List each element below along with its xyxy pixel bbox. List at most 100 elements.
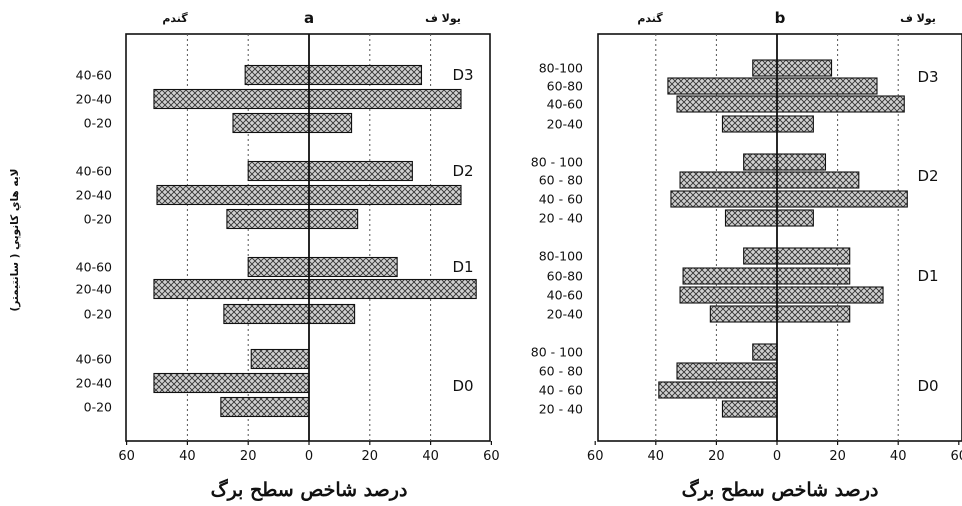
panel-b-left-label: گندم (637, 12, 663, 25)
x-tick-label: 40 (179, 449, 196, 464)
panel-a-left-label: گندم (162, 12, 188, 25)
x-tick-label: 0 (305, 449, 313, 464)
panel-b-plot: 80-100 60-80 40-60 20-40 D3 80 - 100 60 - 80 40… (531, 33, 962, 464)
bar-wheat (676, 95, 778, 113)
group-label: D0 (452, 377, 473, 395)
x-tick-label: 20 (362, 449, 379, 464)
panel-b-label: b (775, 9, 786, 27)
bar-oat (776, 153, 827, 171)
category-label: 80 - 100 (531, 155, 583, 170)
category-label: 40 - 60 (539, 192, 583, 207)
bar-wheat (658, 381, 778, 399)
category-label: 60-80 (547, 269, 583, 284)
category-label: 20-40 (76, 376, 112, 391)
category-label: 20-40 (547, 117, 583, 132)
bar-wheat (709, 305, 778, 323)
x-tick-label: 60 (951, 449, 962, 464)
group-label: D2 (452, 162, 473, 180)
category-label: 40-60 (76, 68, 112, 83)
category-label: 20-40 (76, 188, 112, 203)
x-tick-label: 0 (773, 449, 781, 464)
category-label: 40 - 60 (539, 383, 583, 398)
group-label: D0 (917, 377, 938, 395)
bar-wheat (752, 343, 778, 361)
panel-b: b گندم يولا ف درصد شاخص سطح برگ (637, 9, 936, 501)
bar-oat (776, 95, 905, 113)
bar-wheat (153, 88, 310, 110)
category-label: 0-20 (84, 307, 112, 322)
bar-wheat (676, 362, 778, 380)
category-label: 60 - 80 (539, 173, 583, 188)
x-tick-label: 60 (587, 449, 604, 464)
bar-wheat (667, 77, 778, 95)
bar-wheat (724, 209, 778, 227)
x-tick-label: 40 (648, 449, 665, 464)
bar-wheat (223, 303, 310, 325)
panel-a-y-axis-label: لايه هاي كانوپي ( سانتيمتر) (9, 169, 21, 312)
category-label: 40-60 (547, 288, 583, 303)
bar-oat (308, 303, 356, 325)
panel-a-frame (125, 33, 491, 442)
category-label: 40-60 (76, 352, 112, 367)
bar-oat (776, 59, 833, 77)
group-label: D3 (452, 66, 473, 84)
group-label: D2 (917, 167, 938, 185)
bar-wheat (247, 160, 310, 182)
panel-a: a گندم يولا ف درصد شاخص سطح برگ لايه هاي… (9, 9, 461, 501)
x-tick-label: 40 (890, 449, 907, 464)
bar-oat (776, 190, 908, 208)
group-label: D3 (917, 68, 938, 86)
bar-wheat (153, 372, 310, 394)
bar-oat (308, 256, 398, 278)
bar-wheat (743, 153, 778, 171)
bar-oat (776, 305, 851, 323)
bar-oat (308, 208, 359, 230)
bar-oat (308, 88, 462, 110)
group-label: D1 (452, 258, 473, 276)
category-label: 40-60 (76, 164, 112, 179)
bar-wheat (250, 348, 310, 370)
bar-oat (308, 278, 477, 300)
bar-oat (308, 112, 353, 134)
bar-wheat (682, 267, 778, 285)
bar-wheat (247, 256, 310, 278)
x-tick-label: 20 (240, 449, 257, 464)
x-tick-label: 60 (118, 449, 135, 464)
category-label: 60-80 (547, 79, 583, 94)
x-tick-label: 40 (422, 449, 439, 464)
category-label: 20 - 40 (539, 211, 583, 226)
group-label: D1 (917, 267, 938, 285)
panel-b-x-axis-label: درصد شاخص سطح برگ (682, 478, 879, 501)
category-label: 60 - 80 (539, 364, 583, 379)
bar-oat (776, 115, 814, 133)
bar-oat (776, 286, 884, 304)
bar-wheat (743, 247, 778, 265)
category-label: 20 - 40 (539, 402, 583, 417)
category-label: 40-60 (76, 260, 112, 275)
bar-wheat (153, 278, 310, 300)
panel-b-frame (597, 33, 962, 442)
bar-wheat (232, 112, 310, 134)
x-tick-label: 20 (829, 449, 846, 464)
bar-oat (776, 171, 860, 189)
bar-oat (776, 77, 878, 95)
x-tick-label: 60 (483, 449, 500, 464)
category-label: 0-20 (84, 212, 112, 227)
panel-a-x-axis-label: درصد شاخص سطح برگ (211, 478, 408, 501)
bar-wheat (226, 208, 310, 230)
bar-oat (308, 160, 413, 182)
category-label: 0-20 (84, 400, 112, 415)
category-label: 20-40 (76, 92, 112, 107)
bar-wheat (679, 286, 778, 304)
bar-oat (776, 209, 814, 227)
bar-oat (776, 267, 851, 285)
bar-wheat (752, 59, 778, 77)
category-label: 80-100 (539, 61, 583, 76)
panel-a-right-label: يولا ف (425, 12, 461, 25)
bar-wheat (220, 396, 310, 418)
panel-a-plot: 40-60 20-40 0-20 D3 40-60 20-40 0-20 D2 40-60 20-… (76, 33, 500, 464)
bar-wheat (670, 190, 778, 208)
bar-oat (308, 64, 423, 86)
bar-wheat (679, 171, 778, 189)
